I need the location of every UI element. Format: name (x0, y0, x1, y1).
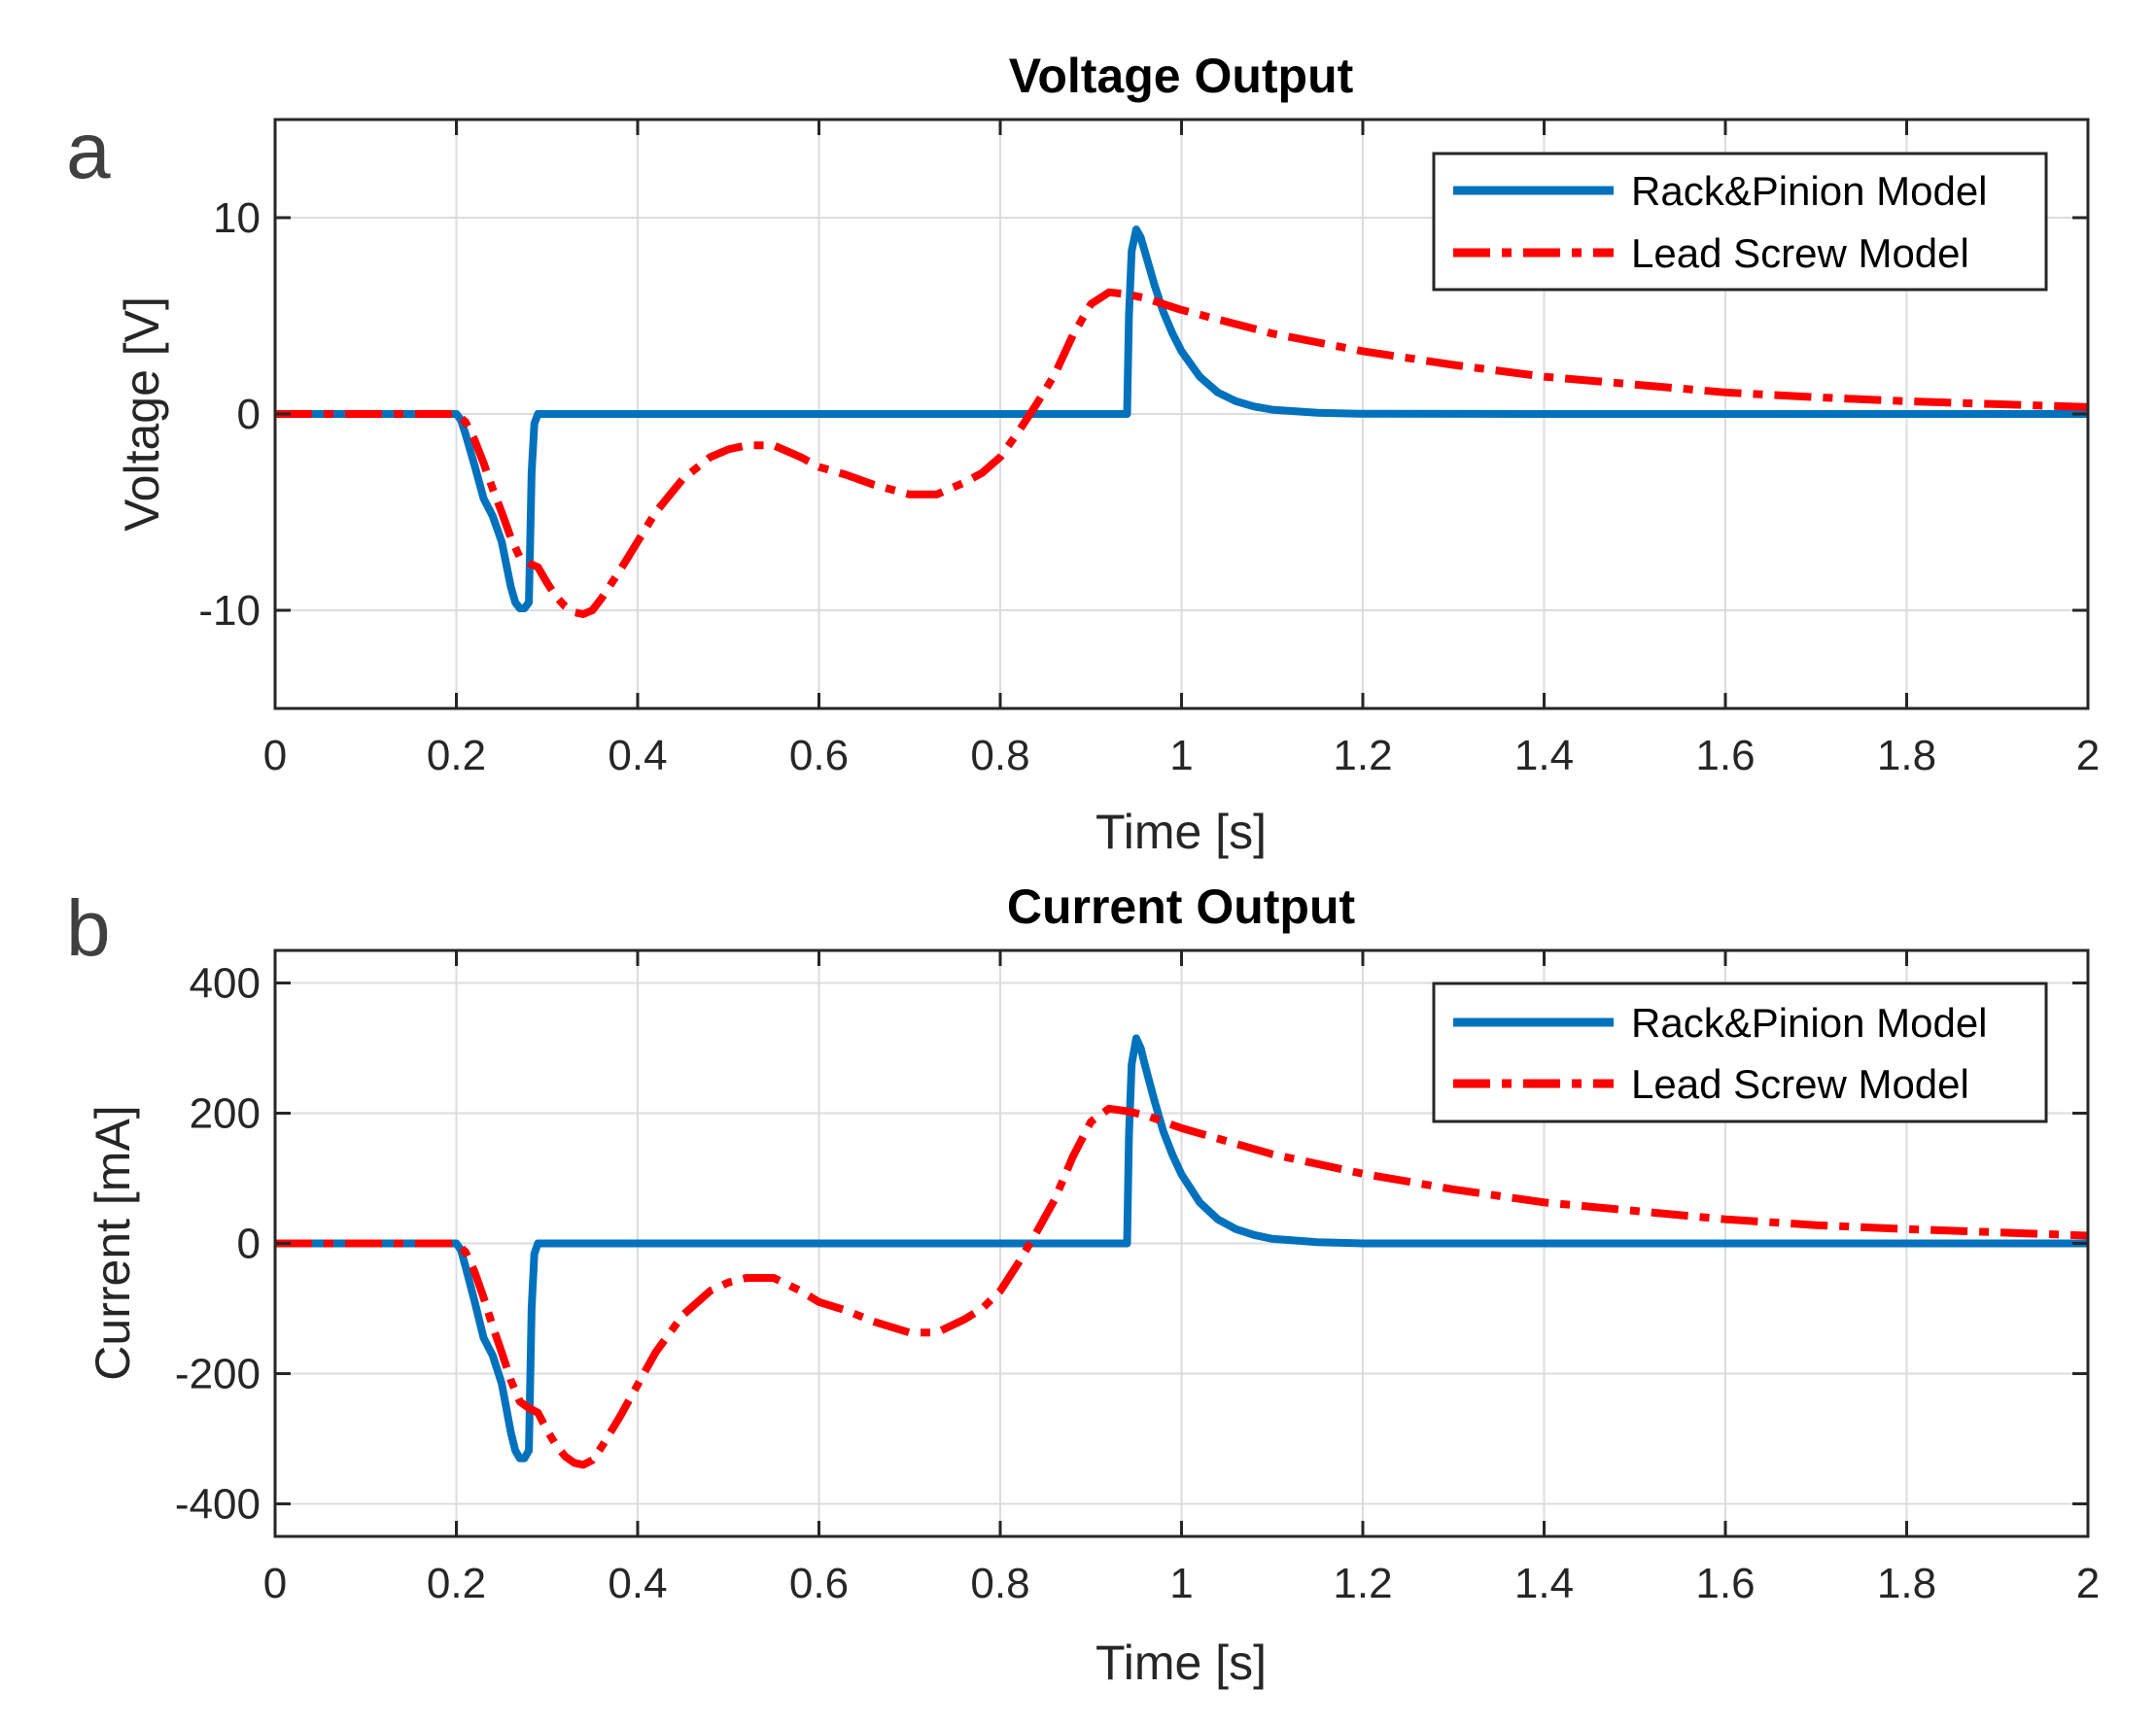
x-tick-label: 1.4 (1514, 1560, 1574, 1607)
x-tick-label: 1.4 (1514, 732, 1574, 779)
x-tick-label: 0.4 (608, 1560, 667, 1607)
x-tick-label: 0.8 (970, 1560, 1029, 1607)
legend-voltage: Rack&Pinion Model Lead Screw Model (1432, 152, 2048, 292)
x-tick-label: 0.2 (427, 732, 486, 779)
voltage-chart: a Voltage Output 0 0.2 0.4 0.6 0.8 1 1.2 1.4 1.6… (66, 49, 2100, 859)
legend-current: Rack&Pinion Model Lead Screw Model (1432, 982, 2048, 1123)
x-tick-label: 0.2 (427, 1560, 486, 1607)
y-axis-label-current: Current [mA] (86, 1105, 140, 1380)
legend-box-voltage (1432, 152, 2048, 292)
legend-box-current (1432, 982, 2048, 1123)
x-tick-label: 2 (2076, 1560, 2100, 1607)
chart-title-voltage: Voltage Output (1009, 49, 1354, 103)
x-tick-label: 1.6 (1695, 732, 1755, 779)
x-tick-label: 1.8 (1877, 732, 1936, 779)
x-tick-label: 1.8 (1877, 1560, 1936, 1607)
y-tick-label: 400 (190, 960, 261, 1008)
x-tick-label: 0.8 (970, 732, 1029, 779)
series-line-rack-pinion-model-voltage (275, 225, 2088, 612)
series-line-lead-screw-model-current (275, 1104, 2089, 1469)
legend-label-lead-screw: Lead Screw Model (1631, 1061, 1969, 1107)
chart-title-current: Current Output (1007, 879, 1356, 934)
current-chart: b Current Output 0 0.2 0.4 0.6 0.8 1 1.2 1.4 1.6… (66, 879, 2100, 1690)
x-tick-label: 1 (1169, 1560, 1193, 1607)
y-tick-label: 0 (237, 391, 261, 438)
x-axis-label-voltage: Time [s] (1095, 805, 1267, 859)
legend-label-rack-pinion: Rack&Pinion Model (1631, 168, 1988, 214)
y-tick-label: -10 (198, 587, 261, 635)
y-tick-label: -400 (175, 1481, 261, 1529)
y-tick-label: 0 (237, 1221, 261, 1268)
legend-label-rack-pinion: Rack&Pinion Model (1631, 1000, 1988, 1046)
x-tick-label: 1 (1169, 732, 1193, 779)
series-line-rack-pinion-model-current (275, 1034, 2088, 1463)
panel-label-a: a (66, 107, 111, 195)
x-tick-label: 1.2 (1333, 732, 1392, 779)
x-tick-label: 0.6 (789, 732, 849, 779)
x-tick-label: 0.4 (608, 732, 667, 779)
x-tick-label: 2 (2076, 732, 2100, 779)
x-tick-label: 0 (263, 1560, 287, 1607)
x-tick-label: 1.6 (1695, 1560, 1755, 1607)
y-tick-label: 200 (190, 1090, 261, 1138)
x-tick-label: 0.6 (789, 1560, 849, 1607)
x-tick-label: 1.2 (1333, 1560, 1392, 1607)
x-tick-label: 0 (263, 732, 287, 779)
x-axis-label-current: Time [s] (1095, 1636, 1267, 1690)
legend-label-lead-screw: Lead Screw Model (1631, 230, 1969, 276)
panel-label-b: b (66, 884, 111, 973)
y-tick-label: 10 (213, 194, 261, 242)
y-axis-label-voltage: Voltage [V] (115, 296, 169, 532)
y-tick-label: -200 (175, 1351, 261, 1398)
